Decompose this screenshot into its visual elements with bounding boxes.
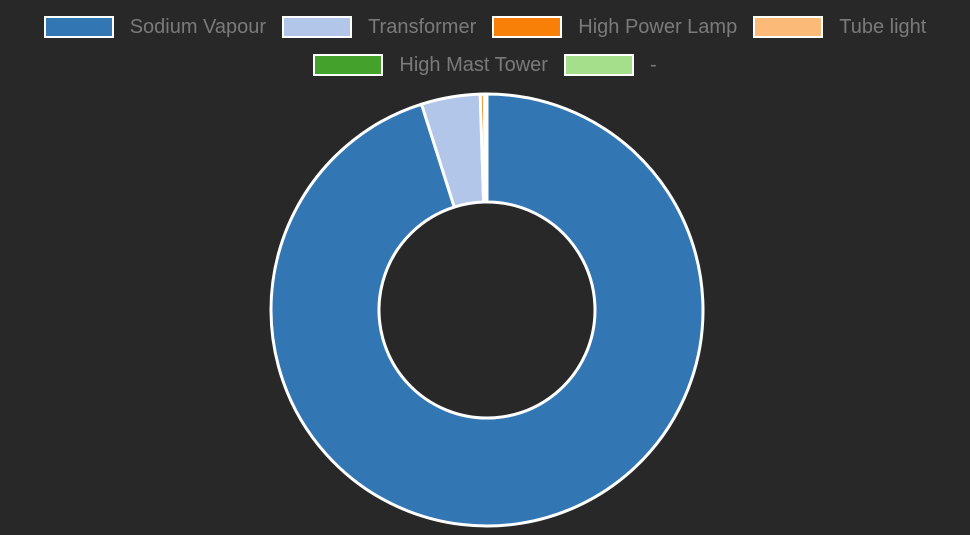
legend-label-sodium-vapour: Sodium Vapour	[129, 16, 267, 38]
legend-swatch-tube-light	[753, 16, 824, 38]
legend-label-high-power-lamp: High Power Lamp	[578, 16, 738, 38]
legend-swatch-transformer	[282, 16, 353, 38]
legend-swatch-high-power-lamp	[492, 16, 563, 38]
legend-item-tube-light[interactable]: Tube light	[753, 14, 926, 40]
legend-item-high-mast-tower[interactable]: High Mast Tower	[313, 52, 548, 78]
legend-swatch-sodium-vapour	[43, 16, 114, 38]
legend-item-sodium-vapour[interactable]: Sodium Vapour	[43, 14, 267, 40]
chart-legend: Sodium Vapour Transformer High Power Lam…	[0, 0, 970, 78]
donut-slices	[269, 92, 705, 528]
legend-item-high-power-lamp[interactable]: High Power Lamp	[492, 14, 737, 40]
legend-label-high-mast-tower: High Mast Tower	[399, 54, 548, 76]
legend-swatch-high-mast-tower	[313, 54, 384, 76]
legend-label-transformer: Transformer	[368, 16, 477, 38]
donut-slice-tube-light[interactable]	[482, 92, 489, 204]
donut-slice-sodium-vapour[interactable]	[269, 92, 705, 528]
legend-label-dash: -	[649, 54, 657, 76]
legend-label-tube-light: Tube light	[839, 16, 927, 38]
legend-item-transformer[interactable]: Transformer	[282, 14, 476, 40]
legend-item-dash[interactable]: -	[563, 52, 657, 78]
legend-swatch-dash	[563, 54, 634, 76]
